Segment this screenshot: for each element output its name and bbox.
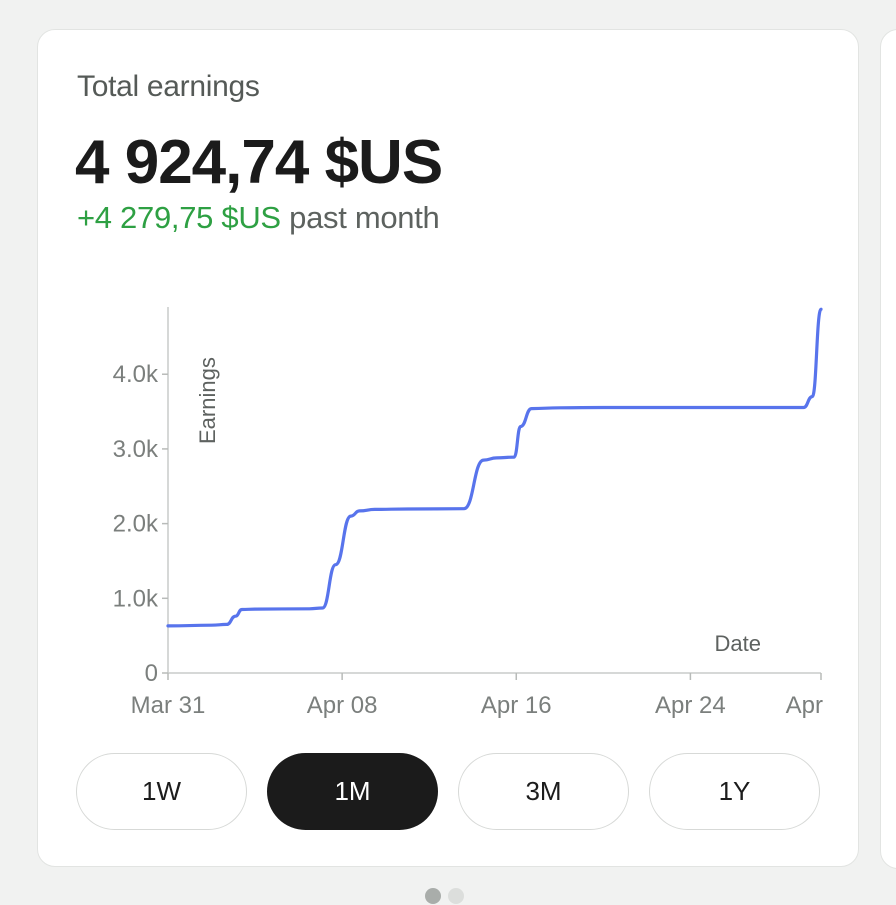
y-tick-label: 2.0k bbox=[113, 511, 159, 538]
y-tick-label: 4.0k bbox=[113, 361, 159, 388]
range-button-1m[interactable]: 1M bbox=[267, 753, 438, 830]
y-tick-label: 3.0k bbox=[113, 436, 159, 463]
x-axis-label: Date bbox=[715, 631, 761, 656]
x-tick-label: Apr 08 bbox=[307, 692, 378, 719]
card-title: Total earnings bbox=[77, 70, 260, 103]
change-value: +4 279,75 $US bbox=[77, 200, 281, 235]
earnings-card: Total earnings 4 924,74 $US +4 279,75 $U… bbox=[37, 29, 859, 867]
x-tick-label: Mar 31 bbox=[131, 692, 206, 719]
total-amount: 4 924,74 $US bbox=[75, 128, 443, 197]
change-suffix: past month bbox=[289, 200, 440, 235]
next-card-peek[interactable] bbox=[880, 29, 896, 869]
x-tick-label: Apr 24 bbox=[655, 692, 726, 719]
range-button-1y[interactable]: 1Y bbox=[649, 753, 820, 830]
series-group bbox=[166, 307, 823, 628]
change-summary: +4 279,75 $US past month bbox=[77, 200, 440, 236]
earnings-line-chart: 0 1.0k 2.0k 3.0k 4.0k Mar 31 Apr 08 Apr 16 Apr … bbox=[113, 307, 823, 719]
time-range-selector: 1W 1M 3M 1Y bbox=[76, 753, 820, 830]
y-tick-label: 1.0k bbox=[113, 585, 159, 612]
y-axis: 0 1.0k 2.0k 3.0k 4.0k bbox=[113, 307, 169, 687]
range-button-3m[interactable]: 3M bbox=[458, 753, 629, 830]
x-tick-label: Apr 16 bbox=[481, 692, 552, 719]
y-axis-label: Earnings bbox=[195, 357, 220, 444]
page-indicator bbox=[425, 888, 464, 904]
page-dot[interactable] bbox=[448, 888, 464, 904]
x-axis: Mar 31 Apr 08 Apr 16 Apr 24 Apr bbox=[131, 672, 823, 719]
x-tick-label: Apr bbox=[786, 692, 823, 719]
page-dot[interactable] bbox=[425, 888, 441, 904]
range-button-1w[interactable]: 1W bbox=[76, 753, 247, 830]
series-line-0 bbox=[166, 307, 823, 628]
y-tick-label: 0 bbox=[145, 660, 158, 687]
